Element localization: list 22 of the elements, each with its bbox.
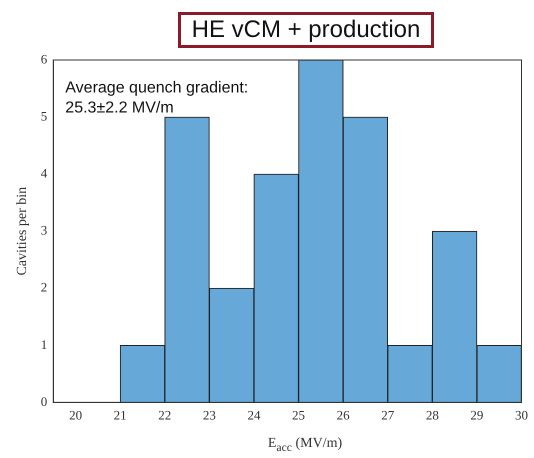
x-tick-label: 22	[158, 408, 172, 423]
x-tick-label: 21	[114, 408, 127, 423]
chart-title: HE vCM + production	[178, 12, 434, 48]
y-axis-title: Cavities per bin	[15, 186, 30, 276]
y-tick-label: 1	[40, 336, 48, 352]
y-tick-label: 0	[40, 394, 48, 409]
annotation: Average quench gradient: 25.3±2.2 MV/m	[65, 79, 248, 116]
x-tick-label: 25	[292, 408, 306, 423]
x-tick-label: 24	[247, 408, 261, 423]
y-tick-label: 3	[40, 222, 48, 238]
y-tick-label: 2	[40, 280, 48, 295]
y-tick-label: 5	[40, 108, 48, 124]
x-tick-label: 28	[426, 408, 439, 423]
x-tick-label: 27	[381, 408, 395, 423]
x-tick-label: 29	[470, 408, 484, 423]
y-tick-label: 6	[40, 51, 48, 66]
x-tick-label: 26	[336, 408, 350, 423]
x-axis-title: E$_{acc}$ (MV/m)	[266, 436, 344, 454]
x-tick-label: 23	[202, 408, 216, 423]
y-tick-label: 4	[40, 166, 48, 181]
x-tick-label: 30	[515, 408, 528, 423]
x-tick-label: 20	[69, 408, 82, 423]
